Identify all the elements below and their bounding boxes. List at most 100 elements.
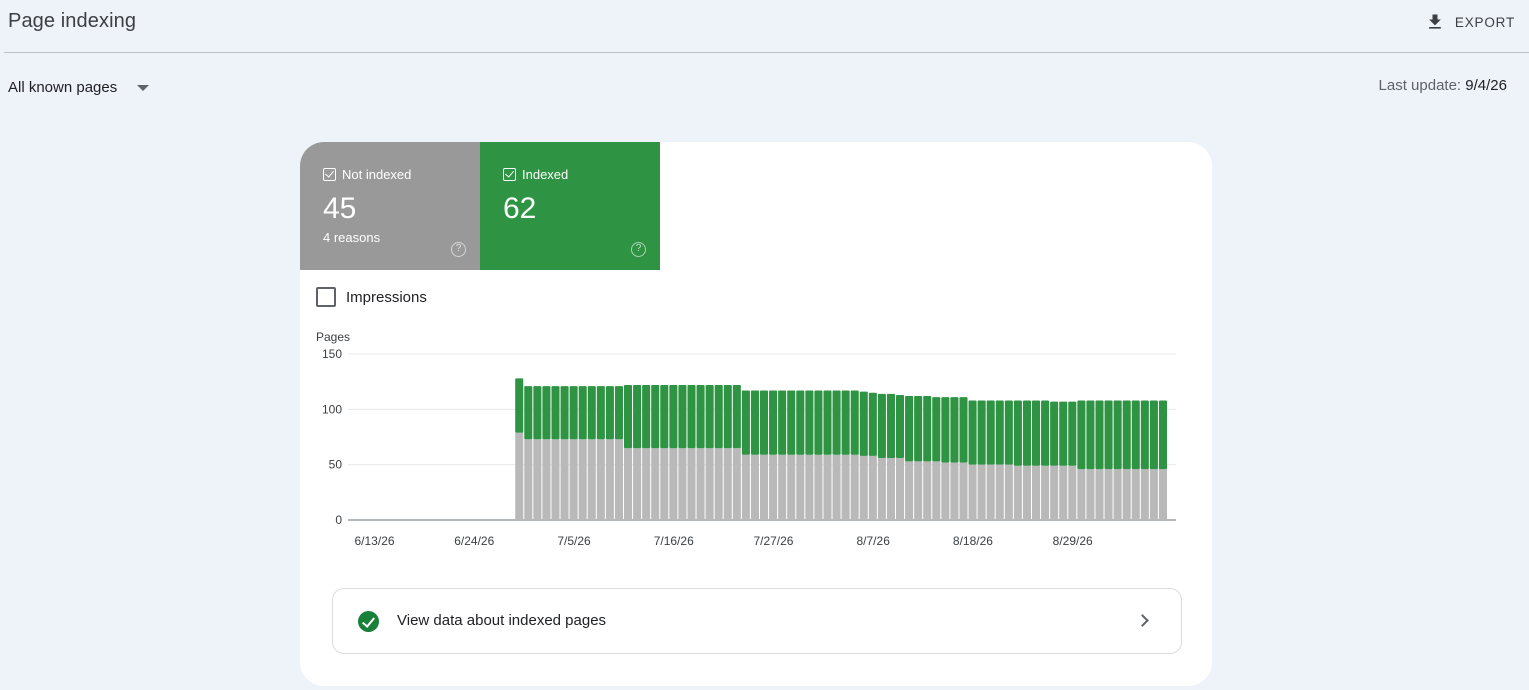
bar-indexed (986, 400, 995, 465)
bar-not-indexed (624, 448, 633, 520)
bar-not-indexed (1032, 465, 1041, 520)
bar-not-indexed (542, 439, 551, 520)
bar-indexed (605, 386, 614, 440)
y-tick-label: 100 (322, 402, 342, 416)
bar-not-indexed (1158, 469, 1167, 520)
page-title: Page indexing (8, 10, 137, 32)
bar-indexed (868, 392, 877, 456)
pages-stacked-bar-chart: Pages 0 50 100 150 6/13/26 6/24/26 7/5/26 7/16/2… (316, 330, 1176, 548)
bar-indexed (977, 400, 986, 465)
bar-not-indexed (660, 448, 669, 520)
checkbox-unchecked-icon (316, 287, 336, 307)
bar-indexed (1059, 401, 1068, 466)
indexed-count: 62 (503, 192, 537, 225)
bar-indexed (569, 386, 578, 440)
top-bar: Page indexing EXPORT (0, 0, 1529, 54)
bar-not-indexed (1077, 469, 1086, 520)
bar-indexed (551, 386, 560, 440)
bar-not-indexed (551, 439, 560, 520)
bar-not-indexed (633, 448, 642, 520)
bar-not-indexed (968, 464, 977, 520)
pages-filter-dropdown[interactable]: All known pages (8, 76, 150, 98)
bar-not-indexed (959, 462, 968, 520)
bar-indexed (1050, 401, 1059, 466)
bar-not-indexed (1122, 469, 1131, 520)
bar-indexed (896, 394, 905, 459)
bar-indexed (515, 378, 524, 433)
x-tick-label: 7/16/26 (654, 534, 694, 548)
help-icon[interactable]: ? (631, 242, 646, 257)
bar-indexed (651, 384, 660, 449)
view-indexed-pages-link[interactable]: View data about indexed pages (332, 588, 1182, 654)
bar-not-indexed (823, 454, 832, 520)
bar-indexed (778, 390, 787, 455)
bar-indexed (1032, 400, 1041, 466)
x-tick-label: 7/27/26 (753, 534, 793, 548)
bar-indexed (1022, 400, 1031, 466)
bar-not-indexed (1113, 469, 1122, 520)
bar-indexed (587, 386, 596, 440)
bar-not-indexed (696, 448, 705, 520)
bar-indexed (614, 386, 623, 440)
bar-not-indexed (1041, 465, 1050, 520)
bar-not-indexed (569, 439, 578, 520)
impressions-label: Impressions (346, 288, 427, 306)
bar-not-indexed (1095, 469, 1104, 520)
bar-indexed (886, 393, 895, 459)
impressions-checkbox[interactable]: Impressions (316, 287, 427, 307)
bar-not-indexed (859, 455, 868, 520)
bar-not-indexed (814, 454, 823, 520)
bar-indexed (732, 384, 741, 449)
bar-not-indexed (1022, 465, 1031, 520)
bar-indexed (750, 390, 759, 455)
bar-indexed (560, 386, 569, 440)
bar-not-indexed (977, 464, 986, 520)
bar-not-indexed (1149, 469, 1158, 520)
bar-not-indexed (587, 439, 596, 520)
dropdown-caret-icon (137, 84, 150, 91)
x-tick-label: 8/7/26 (857, 534, 891, 548)
bar-not-indexed (596, 439, 605, 520)
bar-not-indexed (1059, 465, 1068, 520)
bar-indexed (1113, 400, 1122, 470)
bar-indexed (787, 390, 796, 455)
bar-indexed (814, 390, 823, 455)
bar-indexed (524, 386, 533, 440)
bar-not-indexed (750, 454, 759, 520)
not-indexed-tile[interactable]: Not indexed 45 4 reasons ? (300, 142, 480, 270)
bar-indexed (1068, 401, 1077, 466)
export-button[interactable]: EXPORT (1425, 8, 1515, 36)
bar-not-indexed (714, 448, 723, 520)
indexed-tile[interactable]: Indexed 62 ? (480, 142, 660, 270)
bar-not-indexed (687, 448, 696, 520)
bar-indexed (723, 384, 732, 449)
bar-indexed (687, 384, 696, 449)
bar-indexed (1149, 400, 1158, 470)
checkbox-checked-icon (503, 168, 516, 181)
help-icon[interactable]: ? (451, 242, 466, 257)
bar-not-indexed (923, 461, 932, 520)
bar-indexed (669, 384, 678, 449)
bar-indexed (950, 397, 959, 463)
bar-indexed (624, 384, 633, 449)
bar-indexed (714, 384, 723, 449)
bar-not-indexed (651, 448, 660, 520)
bar-indexed (941, 397, 950, 463)
header-divider (4, 52, 1529, 53)
checkbox-checked-icon (323, 168, 336, 181)
bar-indexed (923, 396, 932, 462)
bar-indexed (1122, 400, 1131, 470)
bar-indexed (959, 397, 968, 463)
indexing-card: Not indexed 45 4 reasons ? Indexed 62 ? … (300, 142, 1212, 686)
bar-indexed (1131, 400, 1140, 470)
last-update: Last update: 9/4/26 (1379, 77, 1507, 94)
bar-not-indexed (850, 454, 859, 520)
bar-not-indexed (1104, 469, 1113, 520)
bar-not-indexed (778, 454, 787, 520)
bar-indexed (914, 396, 923, 462)
bar-not-indexed (760, 454, 769, 520)
bar-not-indexed (1050, 465, 1059, 520)
bar-not-indexed (1131, 469, 1140, 520)
x-tick-label: 8/18/26 (953, 534, 993, 548)
bar-not-indexed (1013, 465, 1022, 520)
